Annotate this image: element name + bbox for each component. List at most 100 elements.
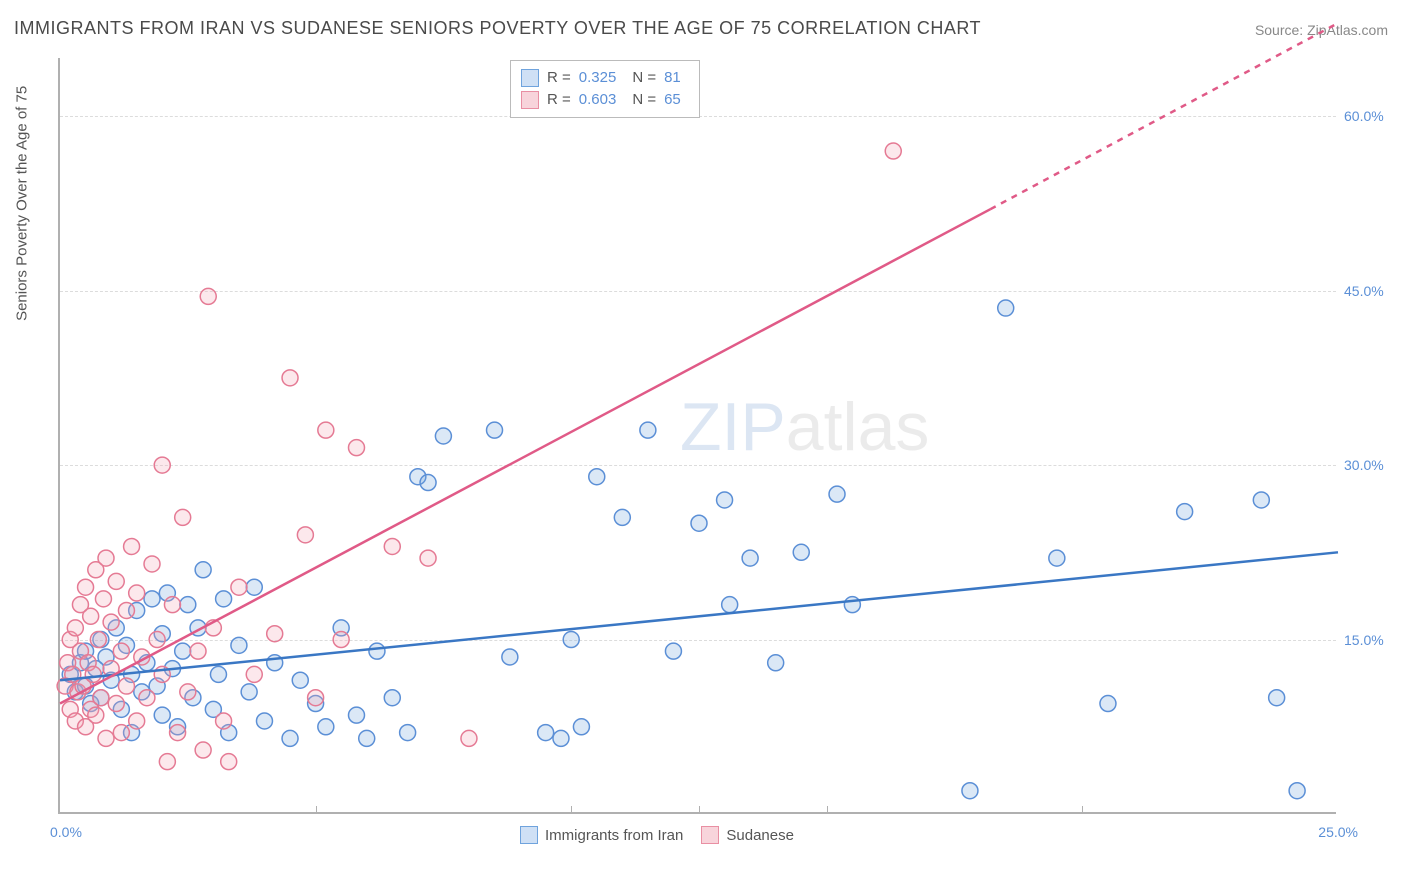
data-point-blue bbox=[553, 730, 569, 746]
data-point-pink bbox=[231, 579, 247, 595]
data-point-pink bbox=[113, 725, 129, 741]
data-point-blue bbox=[640, 422, 656, 438]
data-point-blue bbox=[400, 725, 416, 741]
data-point-blue bbox=[282, 730, 298, 746]
data-point-pink bbox=[118, 602, 134, 618]
data-point-pink bbox=[175, 509, 191, 525]
data-point-pink bbox=[154, 457, 170, 473]
data-point-blue bbox=[589, 469, 605, 485]
legend-item-sudanese: Sudanese bbox=[701, 826, 794, 844]
data-point-pink bbox=[83, 608, 99, 624]
data-point-blue bbox=[487, 422, 503, 438]
plot-area: 15.0%30.0%45.0%60.0% ZIPatlas 0.0% 25.0%… bbox=[58, 58, 1336, 814]
data-point-blue bbox=[195, 562, 211, 578]
data-point-blue bbox=[502, 649, 518, 665]
data-point-blue bbox=[793, 544, 809, 560]
data-point-pink bbox=[170, 725, 186, 741]
data-point-blue bbox=[563, 632, 579, 648]
data-point-blue bbox=[717, 492, 733, 508]
data-point-pink bbox=[885, 143, 901, 159]
data-point-blue bbox=[844, 597, 860, 613]
data-point-pink bbox=[108, 573, 124, 589]
data-point-blue bbox=[1177, 504, 1193, 520]
data-point-pink bbox=[67, 620, 83, 636]
data-point-pink bbox=[124, 538, 140, 554]
data-point-blue bbox=[742, 550, 758, 566]
data-point-blue bbox=[829, 486, 845, 502]
data-point-blue bbox=[292, 672, 308, 688]
correlation-legend: R =0.325 N =81 R =0.603 N =65 bbox=[510, 60, 700, 118]
data-point-pink bbox=[267, 626, 283, 642]
data-point-blue bbox=[435, 428, 451, 444]
data-point-pink bbox=[221, 754, 237, 770]
data-point-blue bbox=[231, 637, 247, 653]
swatch-blue-icon bbox=[520, 826, 538, 844]
data-point-blue bbox=[614, 509, 630, 525]
data-point-pink bbox=[98, 730, 114, 746]
data-point-blue bbox=[1253, 492, 1269, 508]
swatch-pink-icon bbox=[701, 826, 719, 844]
data-point-blue bbox=[998, 300, 1014, 316]
data-point-pink bbox=[297, 527, 313, 543]
data-point-blue bbox=[369, 643, 385, 659]
scatter-svg bbox=[60, 58, 1336, 812]
data-point-blue bbox=[722, 597, 738, 613]
y-tick-label: 30.0% bbox=[1344, 457, 1394, 473]
data-point-pink bbox=[190, 643, 206, 659]
data-point-pink bbox=[139, 690, 155, 706]
data-point-blue bbox=[962, 783, 978, 799]
legend-label: Sudanese bbox=[726, 827, 794, 844]
data-point-pink bbox=[216, 713, 232, 729]
data-point-pink bbox=[318, 422, 334, 438]
y-tick-label: 15.0% bbox=[1344, 632, 1394, 648]
swatch-blue bbox=[521, 69, 539, 87]
data-point-pink bbox=[200, 288, 216, 304]
data-point-blue bbox=[691, 515, 707, 531]
chart-title: IMMIGRANTS FROM IRAN VS SUDANESE SENIORS… bbox=[14, 18, 981, 39]
data-point-blue bbox=[154, 707, 170, 723]
legend-label: Immigrants from Iran bbox=[545, 827, 683, 844]
source-attribution: Source: ZipAtlas.com bbox=[1255, 22, 1388, 38]
y-tick-label: 60.0% bbox=[1344, 108, 1394, 124]
data-point-pink bbox=[144, 556, 160, 572]
correlation-chart: IMMIGRANTS FROM IRAN VS SUDANESE SENIORS… bbox=[0, 0, 1406, 892]
data-point-pink bbox=[308, 690, 324, 706]
y-axis-label: Seniors Poverty Over the Age of 75 bbox=[14, 86, 31, 321]
data-point-pink bbox=[149, 632, 165, 648]
data-point-blue bbox=[1049, 550, 1065, 566]
data-point-pink bbox=[113, 643, 129, 659]
data-point-pink bbox=[246, 666, 262, 682]
data-point-pink bbox=[90, 632, 106, 648]
data-point-blue bbox=[1289, 783, 1305, 799]
data-point-pink bbox=[420, 550, 436, 566]
data-point-blue bbox=[144, 591, 160, 607]
x-tick-right: 25.0% bbox=[1318, 824, 1358, 840]
data-point-pink bbox=[129, 585, 145, 601]
data-point-pink bbox=[195, 742, 211, 758]
data-point-pink bbox=[95, 591, 111, 607]
data-point-blue bbox=[420, 475, 436, 491]
legend-row-blue: R =0.325 N =81 bbox=[521, 67, 689, 89]
data-point-blue bbox=[538, 725, 554, 741]
data-point-blue bbox=[359, 730, 375, 746]
data-point-pink bbox=[164, 597, 180, 613]
data-point-blue bbox=[175, 643, 191, 659]
data-point-pink bbox=[461, 730, 477, 746]
data-point-blue bbox=[216, 591, 232, 607]
data-point-pink bbox=[180, 684, 196, 700]
data-point-pink bbox=[333, 632, 349, 648]
data-point-blue bbox=[256, 713, 272, 729]
data-point-blue bbox=[573, 719, 589, 735]
data-point-blue bbox=[665, 643, 681, 659]
legend-row-pink: R =0.603 N =65 bbox=[521, 89, 689, 111]
data-point-blue bbox=[241, 684, 257, 700]
data-point-blue bbox=[1269, 690, 1285, 706]
data-point-blue bbox=[1100, 696, 1116, 712]
data-point-pink bbox=[384, 538, 400, 554]
series-legend: Immigrants from Iran Sudanese bbox=[520, 826, 794, 844]
data-point-blue bbox=[180, 597, 196, 613]
data-point-pink bbox=[348, 440, 364, 456]
y-tick-label: 45.0% bbox=[1344, 283, 1394, 299]
data-point-pink bbox=[98, 550, 114, 566]
data-point-pink bbox=[88, 707, 104, 723]
